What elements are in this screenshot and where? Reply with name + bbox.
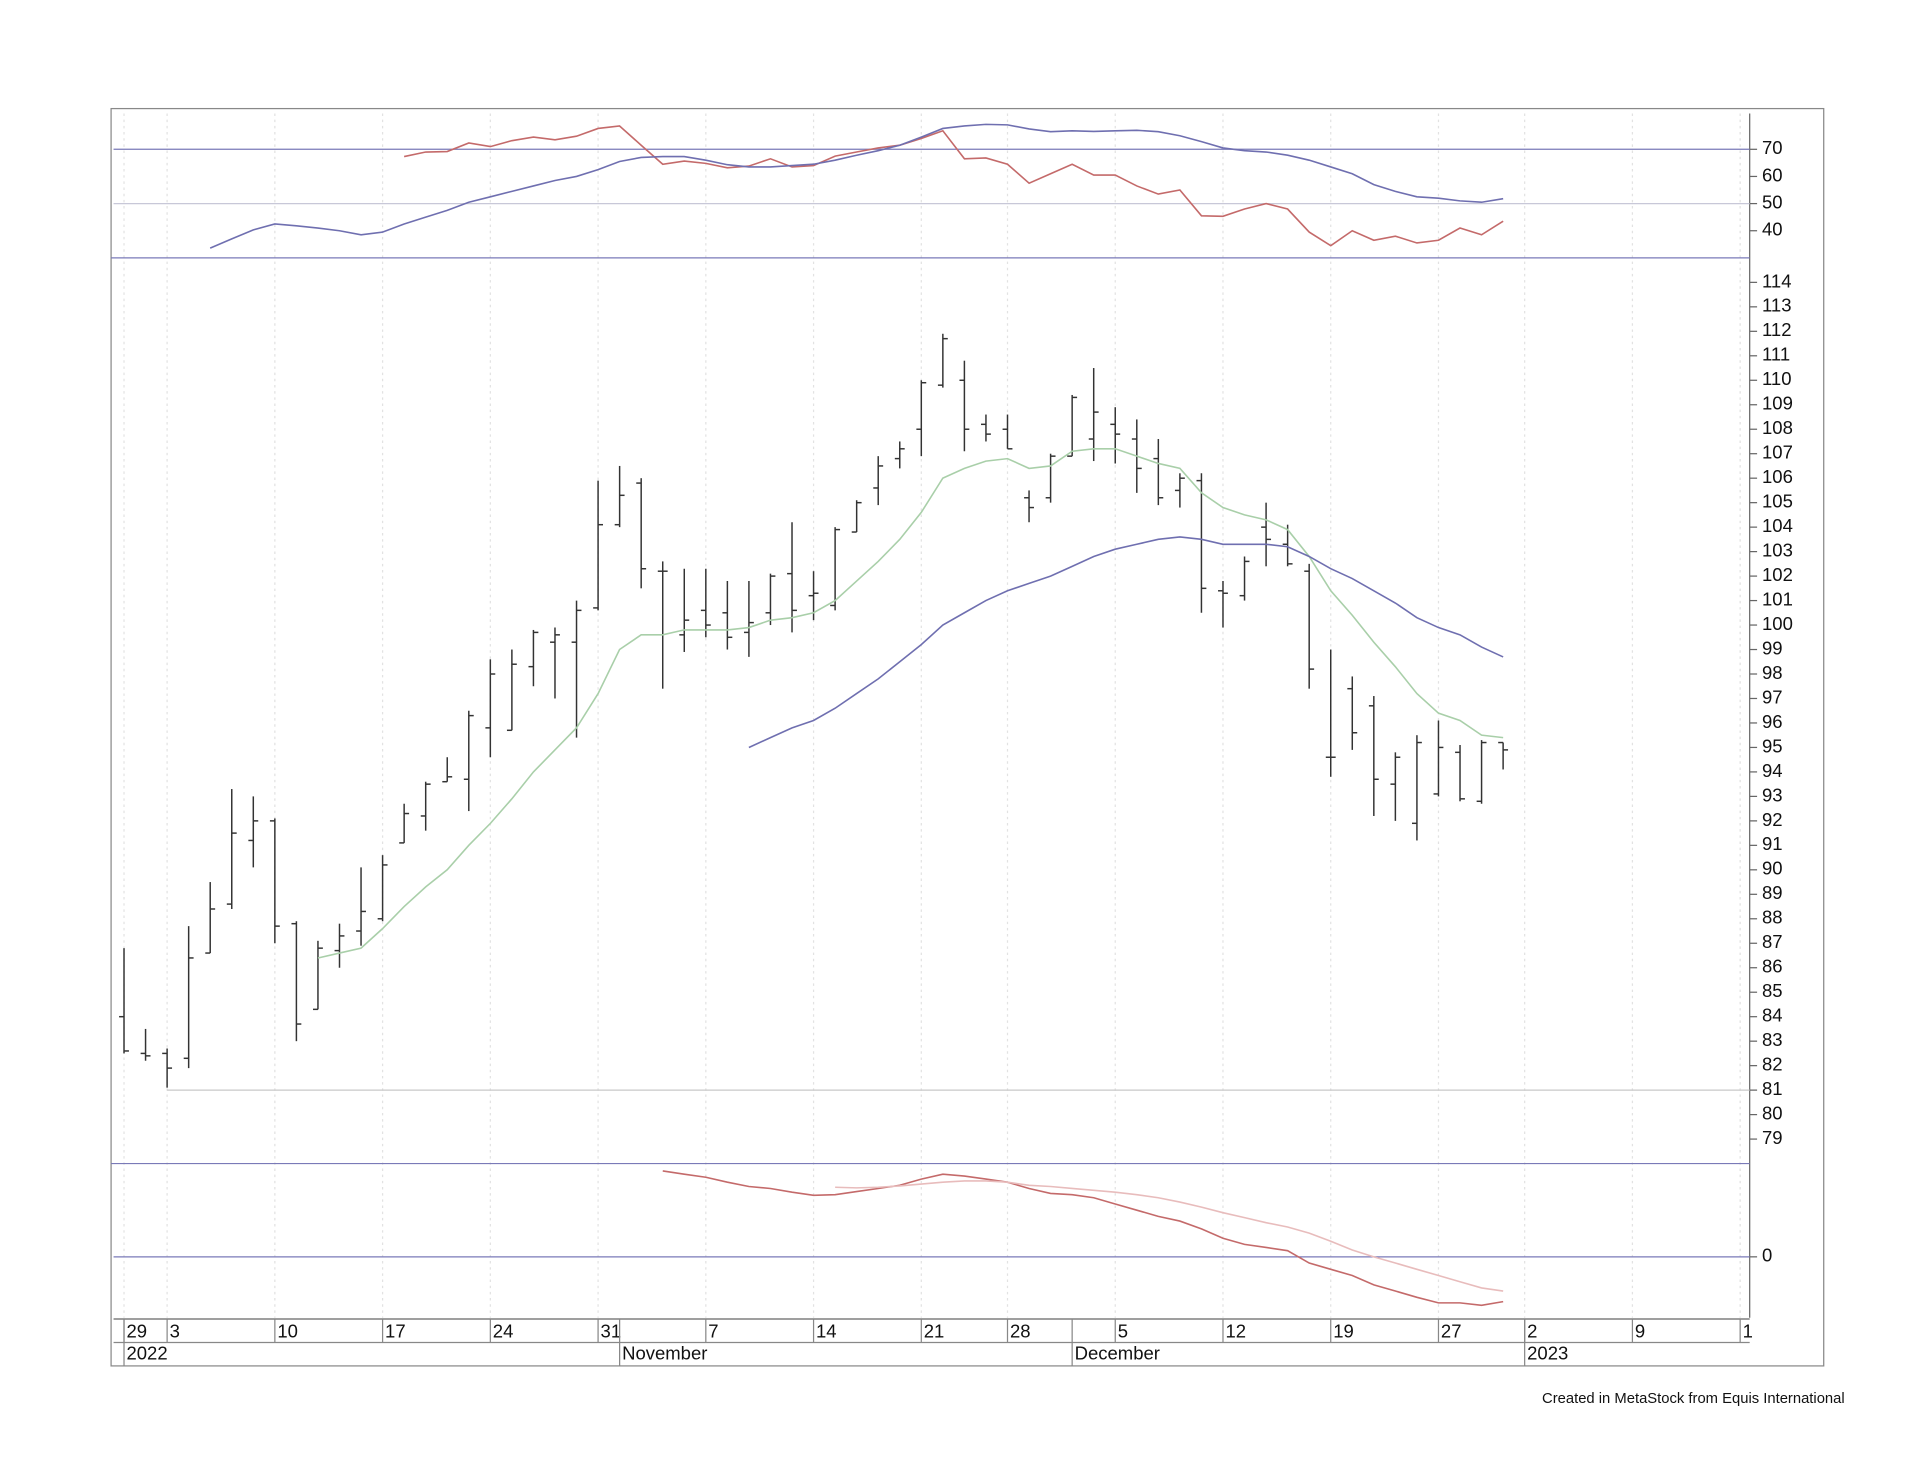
y-tick-label: 107 <box>1762 442 1793 463</box>
x-tick-label: 28 <box>1010 1320 1031 1341</box>
y-tick-label: 92 <box>1762 809 1783 830</box>
x-tick-label: 12 <box>1225 1320 1246 1341</box>
y-tick-label: 109 <box>1762 393 1793 414</box>
x-tick-label: 10 <box>277 1320 298 1341</box>
y-tick-label: 101 <box>1762 588 1793 609</box>
x-tick-label: 2 <box>1527 1320 1537 1341</box>
y-tick-label: 106 <box>1762 466 1793 487</box>
x-tick-label: 3 <box>170 1320 180 1341</box>
y-tick-label: 110 <box>1762 368 1792 389</box>
series-line <box>317 447 1504 959</box>
series-line <box>403 125 1504 247</box>
x-tick-label: 14 <box>816 1320 837 1341</box>
x-tick-label: 19 <box>1333 1320 1354 1341</box>
x-tick-label: 17 <box>385 1320 406 1341</box>
x-tick-label: 9 <box>1635 1320 1645 1341</box>
y-tick-label: 60 <box>1762 164 1783 185</box>
y-tick-label: 88 <box>1762 907 1783 928</box>
y-tick-label: 96 <box>1762 711 1783 732</box>
y-tick-label: 40 <box>1762 219 1783 240</box>
y-tick-label: 113 <box>1762 295 1792 316</box>
y-tick-label: 81 <box>1762 1078 1783 1099</box>
series-line <box>835 1180 1504 1292</box>
y-tick-label: 108 <box>1762 417 1793 438</box>
y-tick-label: 80 <box>1762 1102 1783 1123</box>
frame <box>110 107 1825 1367</box>
y-tick-label: 114 <box>1762 270 1792 291</box>
x-tick-label: 29 <box>126 1320 147 1341</box>
y-tick-label: 89 <box>1762 882 1783 903</box>
y-tick-label: 112 <box>1762 319 1792 340</box>
y-tick-label: 90 <box>1762 858 1783 879</box>
footer: Created in MetaStock from Equis Internat… <box>1542 1391 1845 1407</box>
x-tick-label: 5 <box>1118 1320 1128 1341</box>
y-tick-label: 93 <box>1762 784 1783 805</box>
y-tick-label: 95 <box>1762 735 1783 756</box>
y-tick-label: 87 <box>1762 931 1783 952</box>
y-tick-label: 105 <box>1762 491 1793 512</box>
x-tick-label: 24 <box>493 1320 514 1341</box>
period-label: 2023 <box>1527 1343 1568 1364</box>
y-tick-label: 94 <box>1762 760 1783 781</box>
series-line <box>662 1170 1504 1307</box>
y-tick-label: 85 <box>1762 980 1783 1001</box>
period-label: November <box>622 1343 707 1364</box>
y-tick-label: 111 <box>1762 344 1790 365</box>
y-tick-label: 99 <box>1762 637 1783 658</box>
y-tick-label: 50 <box>1762 191 1783 212</box>
x-tick-label: 21 <box>924 1320 945 1341</box>
y-tick-label: 97 <box>1762 686 1783 707</box>
x-tick-label: 7 <box>708 1320 718 1341</box>
series-line <box>748 536 1504 749</box>
period-label: 2022 <box>126 1343 167 1364</box>
y-tick-label: 70 <box>1762 137 1783 158</box>
y-tick-label: 91 <box>1762 833 1783 854</box>
y-tick-label: 84 <box>1762 1005 1783 1026</box>
y-tick-label: 83 <box>1762 1029 1783 1050</box>
y-tick-label: 0 <box>1762 1245 1772 1266</box>
x-tick-label: 1 <box>1743 1320 1753 1341</box>
y-tick-label: 98 <box>1762 662 1783 683</box>
x-tick-label: 31 <box>601 1320 622 1341</box>
x-tick-label: 27 <box>1441 1320 1462 1341</box>
y-tick-label: 82 <box>1762 1054 1783 1075</box>
y-tick-label: 86 <box>1762 956 1783 977</box>
period-label: December <box>1075 1343 1160 1364</box>
y-tick-label: 103 <box>1762 540 1793 561</box>
y-tick-label: 102 <box>1762 564 1793 585</box>
y-tick-label: 100 <box>1762 613 1793 634</box>
y-tick-label: 79 <box>1762 1127 1783 1148</box>
y-tick-label: 104 <box>1762 515 1793 536</box>
series-line <box>209 123 1504 249</box>
